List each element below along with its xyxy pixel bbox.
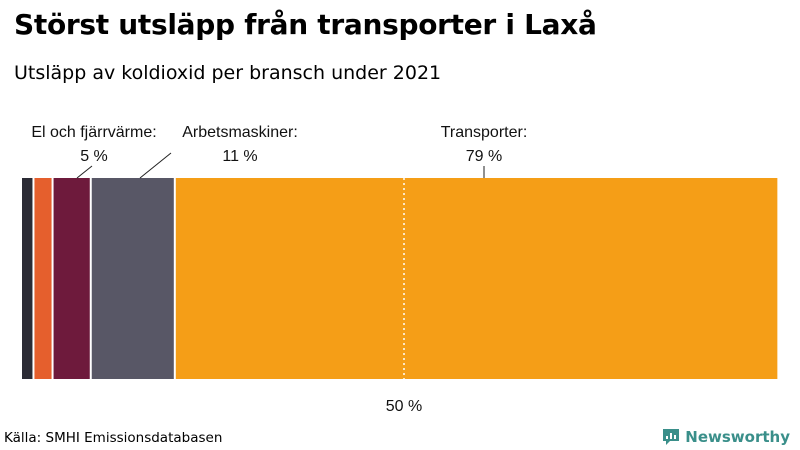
bar-segment-0 [22, 178, 33, 379]
source-note: Källa: SMHI Emissionsdatabasen [4, 430, 223, 446]
segment-label-name-4: Transporter: [441, 124, 528, 141]
segment-label-value-2: 5 % [80, 148, 108, 165]
segment-labels: El och fjärrvärme: 5 % Arbetsmaskiner: 11 %… [31, 124, 528, 179]
segment-label-value-4: 79 % [466, 148, 502, 165]
segment-label-name-2: El och fjärrvärme: [31, 124, 156, 141]
segment-label-value-3: 11 % [222, 148, 257, 165]
bar-segment-4 [175, 178, 778, 379]
brand-logo: Newsworthy [662, 428, 790, 446]
chart-title: Störst utsläpp från transporter i Laxå [14, 8, 597, 41]
bar-segment-1 [34, 178, 52, 379]
newsworthy-logo-icon [663, 429, 680, 445]
bar-segment-2 [53, 178, 90, 379]
brand-name: Newsworthy [685, 428, 790, 446]
chart-subtitle: Utsläpp av koldioxid per bransch under 2… [14, 62, 442, 84]
segment-leader-line-2 [76, 165, 93, 179]
stacked-bar-chart: El och fjärrvärme: 5 % Arbetsmaskiner: 11 %… [22, 124, 778, 415]
segment-leader-line-3 [139, 152, 172, 179]
reference-line-label: 50 % [386, 398, 422, 415]
bar-segment-3 [91, 178, 174, 379]
segment-label-name-3: Arbetsmaskiner: [182, 124, 298, 141]
bar-segments [22, 178, 778, 379]
